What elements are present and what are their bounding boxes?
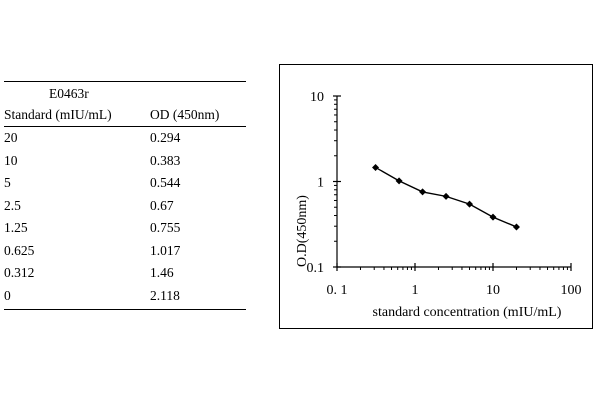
y-tick-label: 10 — [310, 90, 324, 105]
table-row: 10 0.383 — [4, 150, 246, 173]
header-od: OD (450nm) — [150, 107, 220, 122]
x-tick-label: 10 — [486, 283, 500, 298]
data-point — [466, 200, 474, 208]
cell-od: 0.383 — [150, 152, 181, 168]
cell-standard: 2.5 — [4, 197, 21, 213]
data-point — [372, 163, 380, 171]
cell-standard: 0.625 — [4, 242, 35, 258]
cell-od: 2.118 — [150, 287, 180, 303]
header-standard: Standard (mIU/mL) — [4, 107, 112, 122]
cell-standard: 10 — [4, 152, 18, 168]
data-point — [442, 192, 450, 200]
table-body: 20 0.294 10 0.383 5 0.544 2.5 0.67 1.25 0.755 0.62… — [4, 127, 246, 307]
cell-standard: 1.25 — [4, 220, 28, 235]
cell-standard: 5 — [4, 175, 11, 190]
chart-axes — [333, 95, 572, 271]
data-point — [489, 213, 497, 221]
table-row: 0.625 1.017 — [4, 240, 246, 263]
cell-standard: 0.312 — [4, 265, 35, 280]
x-tick-label: 0. 1 — [327, 283, 348, 298]
y-axis-label: O.D(450nm) — [295, 195, 310, 267]
table-row: 5 0.544 — [4, 172, 246, 195]
data-point — [512, 223, 520, 231]
tick-labels: 0.1 1 10 0. 1 1 10 100 — [307, 90, 582, 298]
y-tick-label: 1 — [317, 176, 324, 191]
chart-frame: 0.1 1 10 0. 1 1 10 100 O.D(450nm) standard con… — [279, 64, 593, 329]
cell-od: 0.294 — [150, 130, 181, 145]
table-title: E0463r — [49, 86, 89, 101]
table-row: 0 2.118 — [4, 285, 246, 308]
x-tick-label: 1 — [412, 283, 419, 298]
x-axis-label: standard concentration (mIU/mL) — [373, 305, 562, 320]
table-row: 20 0.294 — [4, 127, 246, 150]
table-header-row: Standard (mIU/mL) OD (450nm) — [4, 104, 246, 125]
cell-od: 1.46 — [150, 265, 174, 280]
standard-table: E0463r Standard (mIU/mL) OD (450nm) 20 0.… — [4, 81, 246, 310]
y-tick-label: 0.1 — [307, 261, 325, 276]
data-point — [419, 188, 427, 196]
table-row: 2.5 0.67 — [4, 195, 246, 218]
series-group — [372, 163, 520, 231]
table-row: 1.25 0.755 — [4, 217, 246, 240]
cell-standard: 0 — [4, 287, 11, 303]
table-header-rule — [4, 126, 246, 127]
standard-curve-chart: 0.1 1 10 0. 1 1 10 100 O.D(450nm) standard con… — [295, 90, 582, 320]
table-row: 0.312 1.46 — [4, 262, 246, 285]
cell-od: 1.017 — [150, 242, 181, 258]
data-point — [395, 177, 403, 185]
cell-standard: 20 — [4, 130, 18, 145]
table-top-rule — [4, 81, 246, 82]
cell-od: 0.544 — [150, 175, 181, 190]
cell-od: 0.755 — [150, 220, 181, 235]
table-bottom-rule — [4, 309, 246, 310]
cell-od: 0.67 — [150, 197, 174, 213]
x-tick-label: 100 — [561, 283, 582, 298]
